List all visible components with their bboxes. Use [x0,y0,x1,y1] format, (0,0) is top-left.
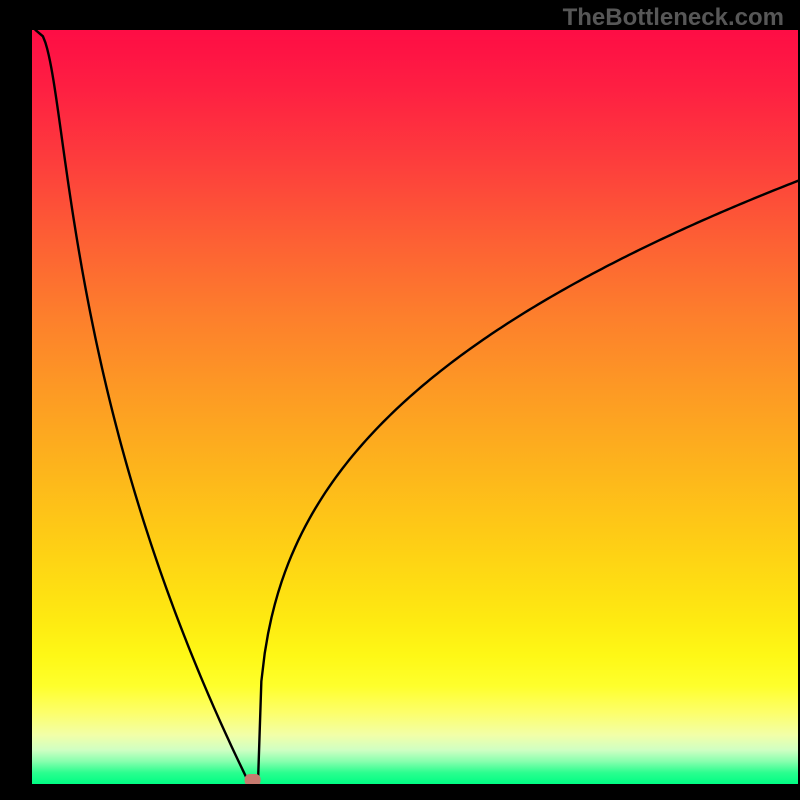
plot-area [32,30,798,784]
chart-frame: TheBottleneck.com [0,0,800,800]
gradient-background [32,30,798,784]
watermark-label: TheBottleneck.com [563,4,784,32]
optimum-marker [245,774,261,784]
plot-svg [32,30,798,784]
